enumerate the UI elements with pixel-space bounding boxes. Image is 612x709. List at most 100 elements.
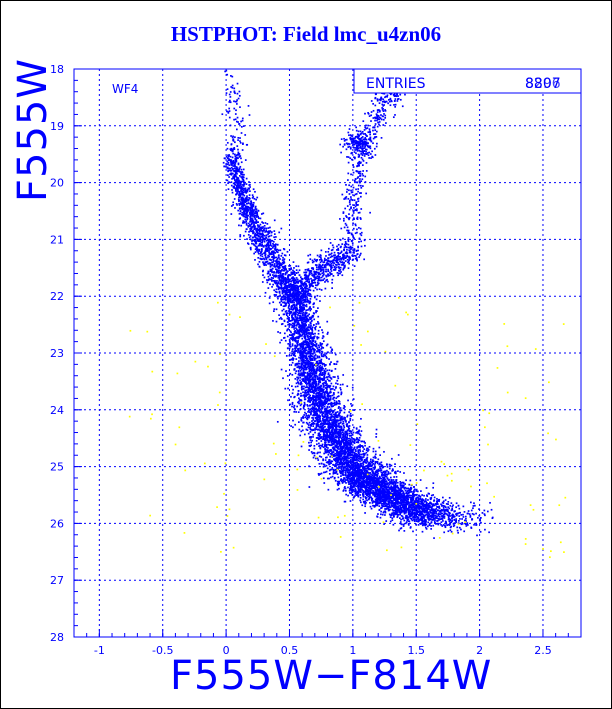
blue-data-point (337, 476, 340, 479)
blue-data-point (367, 495, 370, 498)
blue-data-point (345, 443, 347, 446)
blue-data-point (312, 398, 315, 401)
blue-data-point (321, 395, 324, 398)
blue-data-point (314, 388, 316, 390)
blue-data-point (401, 505, 404, 508)
blue-data-point (349, 471, 351, 474)
blue-data-point (309, 431, 312, 433)
blue-data-point (308, 348, 311, 351)
blue-data-point (309, 326, 312, 329)
blue-data-point (291, 326, 293, 329)
blue-data-point (376, 501, 379, 504)
blue-data-point (296, 341, 299, 343)
blue-data-point (410, 491, 413, 493)
blue-data-point (355, 450, 357, 453)
blue-data-point (298, 323, 301, 326)
blue-data-point (367, 449, 370, 451)
blue-data-point (313, 399, 316, 402)
blue-data-point (323, 423, 326, 426)
blue-data-point (301, 334, 303, 337)
blue-data-point (409, 479, 412, 482)
blue-data-point (324, 425, 326, 428)
blue-data-point (375, 433, 378, 435)
blue-data-point (357, 494, 359, 497)
blue-data-point (311, 337, 313, 339)
blue-data-point (432, 524, 435, 527)
blue-data-point (301, 348, 304, 351)
blue-data-point (302, 371, 305, 374)
blue-data-point (307, 399, 310, 402)
blue-data-point (339, 461, 342, 463)
blue-data-point (406, 516, 408, 518)
blue-data-point (330, 423, 332, 426)
blue-data-point (334, 465, 337, 467)
blue-data-point (364, 496, 367, 498)
blue-data-point (385, 520, 388, 522)
blue-data-point (303, 401, 306, 404)
blue-data-point (303, 404, 306, 406)
blue-data-point (341, 446, 344, 449)
blue-data-point (305, 367, 308, 370)
blue-data-point (326, 410, 328, 412)
blue-data-point (350, 430, 353, 433)
blue-data-point (330, 350, 333, 353)
blue-data-point (296, 342, 298, 345)
blue-data-point (368, 445, 371, 448)
blue-data-point (290, 358, 293, 361)
blue-data-point (403, 523, 405, 526)
blue-data-point (339, 411, 341, 414)
blue-data-point (421, 520, 424, 522)
blue-data-point (301, 293, 304, 295)
blue-data-point (314, 372, 316, 375)
blue-data-point (421, 498, 424, 500)
blue-data-point (321, 346, 324, 349)
blue-data-point (374, 457, 377, 459)
blue-data-point (348, 465, 350, 468)
blue-data-point (341, 440, 343, 443)
blue-data-point (330, 382, 333, 385)
blue-data-point (291, 316, 294, 318)
blue-data-point (391, 468, 394, 471)
blue-data-point (309, 348, 312, 351)
blue-data-point (306, 361, 309, 364)
blue-data-point (285, 370, 287, 372)
blue-data-point (278, 314, 280, 316)
blue-data-point (288, 320, 291, 322)
blue-data-point (352, 476, 354, 479)
blue-data-point (356, 457, 358, 459)
blue-data-point (333, 447, 336, 450)
blue-data-point (396, 515, 399, 517)
blue-data-point (308, 404, 311, 407)
blue-data-point (313, 348, 316, 351)
blue-data-point (336, 435, 339, 438)
blue-data-point (380, 482, 383, 485)
blue-data-point (310, 368, 312, 371)
blue-data-point (298, 367, 301, 370)
blue-data-point (435, 502, 437, 505)
blue-data-point (301, 359, 303, 361)
blue-data-point (345, 442, 347, 444)
blue-data-point (421, 494, 424, 496)
blue-data-point (308, 396, 310, 399)
blue-data-point (321, 417, 324, 420)
blue-data-point (378, 463, 381, 466)
blue-data-point (406, 517, 409, 519)
blue-data-point (291, 344, 294, 347)
blue-data-point (307, 432, 310, 435)
blue-data-point (300, 430, 303, 433)
blue-data-point (352, 455, 355, 458)
blue-data-point (324, 397, 327, 400)
blue-data-point (412, 509, 414, 512)
blue-data-point (304, 366, 306, 368)
blue-data-point (342, 481, 344, 483)
blue-data-point (335, 441, 338, 444)
blue-data-point (312, 433, 315, 436)
blue-data-point (314, 416, 317, 419)
blue-data-point (314, 357, 316, 360)
blue-data-point (376, 481, 379, 484)
blue-data-point (309, 309, 312, 312)
blue-data-point (357, 486, 359, 489)
blue-data-point (409, 491, 411, 493)
blue-data-point (314, 376, 317, 379)
blue-data-point (382, 511, 385, 514)
